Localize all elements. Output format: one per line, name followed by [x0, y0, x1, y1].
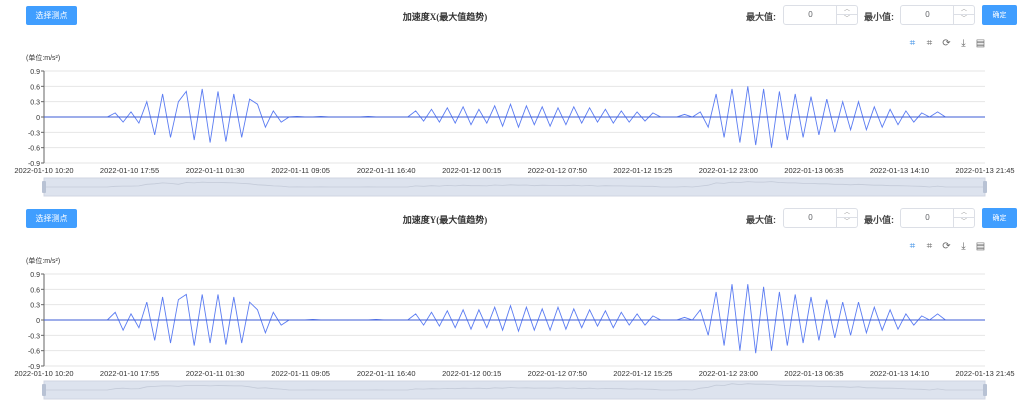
max-value-input[interactable]: 0 ︿ ﹀	[783, 5, 858, 25]
max-value[interactable]: 0	[808, 213, 813, 222]
y-tick-label: 0	[36, 318, 40, 325]
x-tick-label: 2022-01-12 07:50	[528, 166, 587, 175]
x-tick-label: 2022-01-12 23:00	[699, 369, 758, 378]
series-line	[44, 284, 985, 354]
slider-handle-left[interactable]	[42, 384, 46, 396]
increment-icon[interactable]: ︿	[837, 209, 857, 218]
zoom-icon[interactable]: ⌗	[909, 241, 916, 252]
slider-handle-left[interactable]	[42, 181, 46, 193]
max-label: 最大值:	[746, 12, 776, 22]
data-zoom-slider[interactable]	[43, 380, 986, 400]
x-tick-label: 2022-01-11 16:40	[357, 166, 416, 175]
y-tick-label: 0.9	[30, 69, 40, 76]
x-tick-label: 2022-01-13 21:45	[955, 166, 1014, 175]
chart-panel: 选择测点 加速度Y(最大值趋势) 最大值: 0 ︿ ﹀ 最小值: 0 ︿ ﹀ 确定 …	[0, 203, 1032, 404]
x-tick-label: 2022-01-12 00:15	[442, 166, 501, 175]
min-label: 最小值:	[864, 215, 894, 225]
download-icon[interactable]: ⤓	[961, 38, 966, 49]
x-tick-label: 2022-01-12 15:25	[613, 166, 672, 175]
max-label: 最大值:	[746, 215, 776, 225]
data-zoom-slider[interactable]	[43, 177, 986, 197]
chart-toolbox: ⌗ ⌗ ⟳ ⤓ ▤	[906, 37, 987, 50]
x-tick-label: 2022-01-10 17:55	[100, 166, 159, 175]
x-tick-label: 2022-01-10 10:20	[14, 166, 73, 175]
slider-handle-right[interactable]	[983, 181, 987, 193]
increment-icon[interactable]: ︿	[954, 209, 974, 218]
y-tick-label: -0.9	[28, 161, 40, 168]
decrement-icon[interactable]: ﹀	[843, 219, 850, 225]
x-tick-label: 2022-01-11 01:30	[186, 369, 245, 378]
download-icon[interactable]: ⤓	[961, 241, 966, 252]
y-tick-label: 0.3	[30, 100, 40, 107]
min-label: 最小值:	[864, 12, 894, 22]
y-tick-label: -0.6	[28, 146, 40, 153]
min-value[interactable]: 0	[925, 10, 930, 19]
x-tick-label: 2022-01-11 09:05	[271, 166, 330, 175]
y-tick-label: 0.6	[30, 287, 40, 294]
x-tick-label: 2022-01-11 16:40	[357, 369, 416, 378]
x-tick-label: 2022-01-10 10:20	[14, 369, 73, 378]
y-tick-label: 0	[36, 115, 40, 122]
restore-icon[interactable]: ⟳	[942, 38, 951, 49]
increment-icon[interactable]: ︿	[837, 6, 857, 15]
x-tick-label: 2022-01-12 07:50	[528, 369, 587, 378]
restore-icon[interactable]: ⟳	[942, 241, 951, 252]
chart-panel: 选择测点 加速度X(最大值趋势) 最大值: 0 ︿ ﹀ 最小值: 0 ︿ ﹀ 确定 …	[0, 0, 1032, 201]
min-value[interactable]: 0	[925, 213, 930, 222]
y-axis-unit: (单位:m/s²)	[26, 258, 61, 265]
confirm-button[interactable]: 确定	[982, 5, 1017, 25]
confirm-button[interactable]: 确定	[982, 208, 1017, 228]
decrement-icon[interactable]: ﹀	[960, 219, 967, 225]
chart-title: 加速度X(最大值趋势)	[402, 12, 488, 22]
x-tick-label: 2022-01-10 17:55	[100, 369, 159, 378]
x-tick-label: 2022-01-13 14:10	[870, 166, 929, 175]
y-tick-label: -0.3	[28, 130, 40, 137]
max-value-input[interactable]: 0 ︿ ﹀	[783, 208, 858, 228]
chart-toolbox: ⌗ ⌗ ⟳ ⤓ ▤	[906, 240, 987, 253]
y-tick-label: -0.6	[28, 349, 40, 356]
y-tick-label: 0.3	[30, 303, 40, 310]
series-line	[44, 86, 985, 148]
data-view-icon[interactable]: ▤	[975, 241, 986, 252]
x-tick-label: 2022-01-13 14:10	[870, 369, 929, 378]
decrement-icon[interactable]: ﹀	[843, 16, 850, 22]
select-point-button[interactable]: 选择测点	[26, 6, 77, 25]
chart-title: 加速度Y(最大值趋势)	[402, 215, 488, 225]
x-tick-label: 2022-01-12 15:25	[613, 369, 672, 378]
data-view-icon[interactable]: ▤	[975, 38, 986, 49]
slider-handle-right[interactable]	[983, 384, 987, 396]
y-tick-label: 0.6	[30, 84, 40, 91]
x-tick-label: 2022-01-13 06:35	[784, 166, 843, 175]
x-tick-label: 2022-01-12 23:00	[699, 166, 758, 175]
y-tick-label: 0.9	[30, 272, 40, 279]
y-tick-label: -0.9	[28, 364, 40, 371]
y-tick-label: -0.3	[28, 333, 40, 340]
x-tick-label: 2022-01-13 21:45	[955, 369, 1014, 378]
slider-preview-line	[44, 383, 985, 391]
y-axis-unit: (单位:m/s²)	[26, 55, 61, 62]
select-point-button[interactable]: 选择测点	[26, 209, 77, 228]
increment-icon[interactable]: ︿	[954, 6, 974, 15]
slider-preview-line	[44, 181, 985, 188]
x-tick-label: 2022-01-11 09:05	[271, 369, 330, 378]
min-value-input[interactable]: 0 ︿ ﹀	[900, 208, 975, 228]
zoom-icon[interactable]: ⌗	[909, 38, 916, 49]
decrement-icon[interactable]: ﹀	[960, 16, 967, 22]
x-tick-label: 2022-01-12 00:15	[442, 369, 501, 378]
x-tick-label: 2022-01-13 06:35	[784, 369, 843, 378]
max-value[interactable]: 0	[808, 10, 813, 19]
x-tick-label: 2022-01-11 01:30	[186, 166, 245, 175]
zoom-reset-icon[interactable]: ⌗	[926, 38, 933, 49]
min-value-input[interactable]: 0 ︿ ﹀	[900, 5, 975, 25]
zoom-reset-icon[interactable]: ⌗	[926, 241, 933, 252]
